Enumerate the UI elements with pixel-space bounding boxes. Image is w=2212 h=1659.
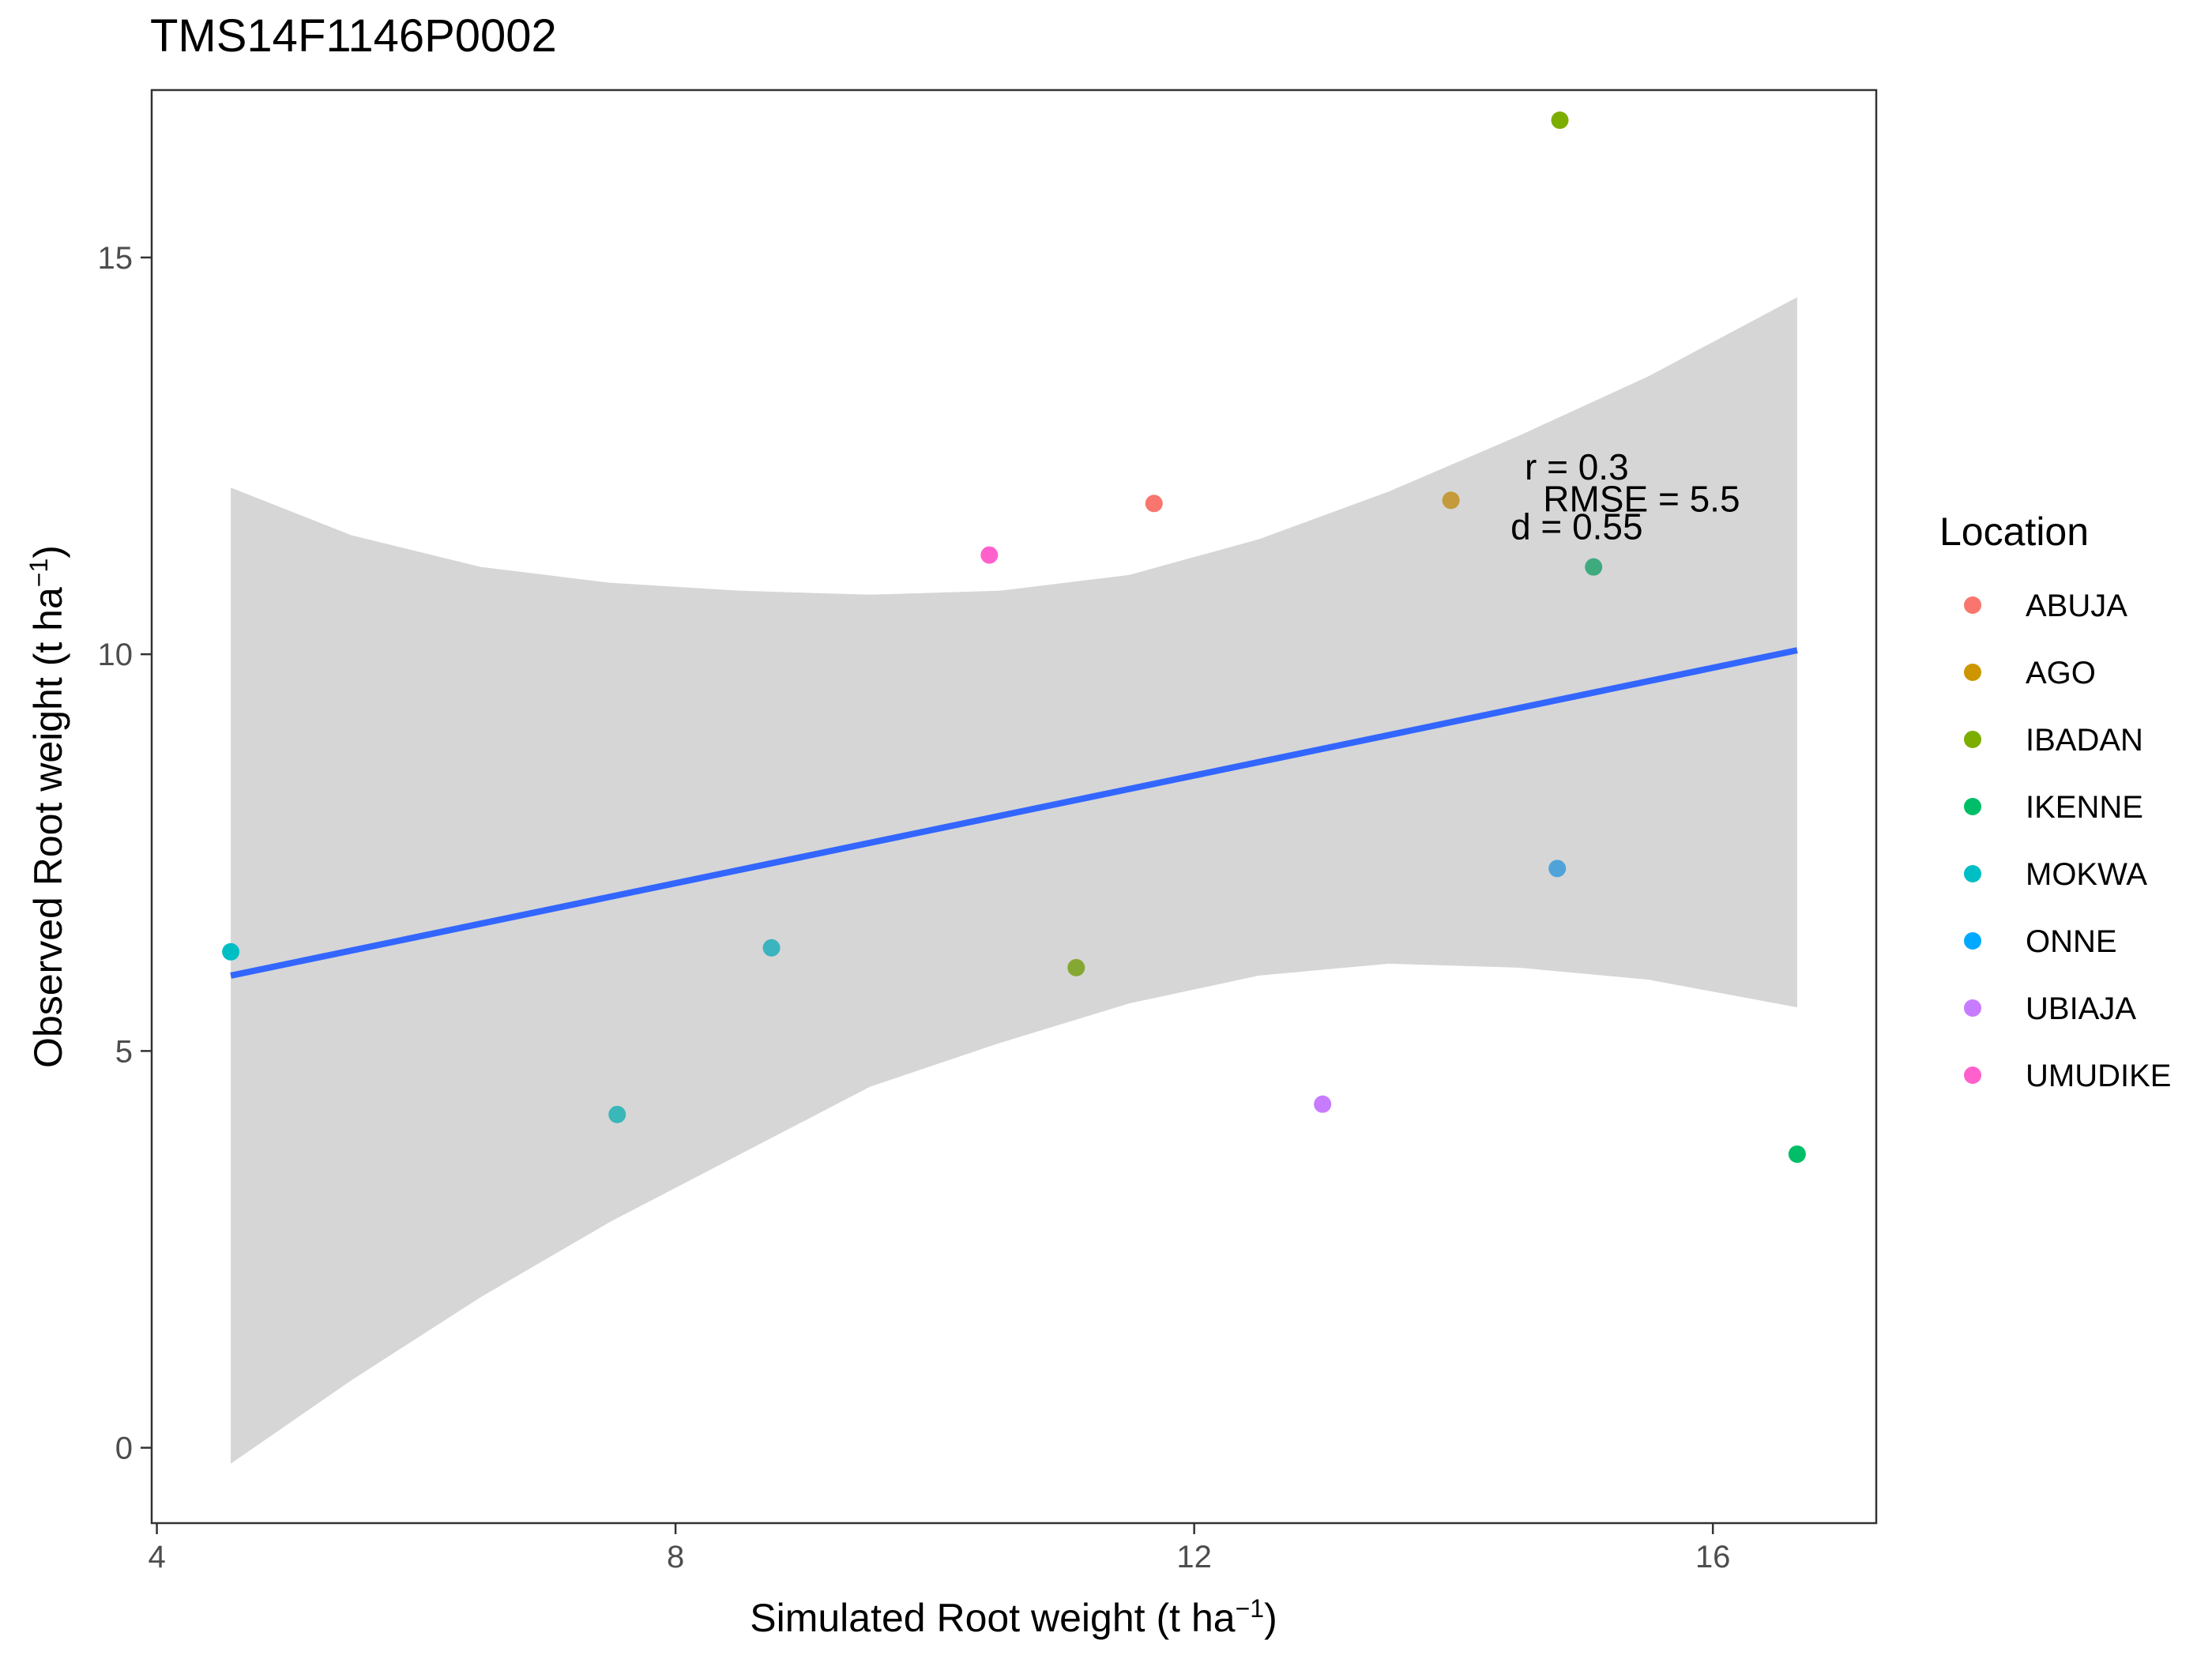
legend-key: [1964, 932, 1981, 950]
data-point: [1551, 111, 1569, 130]
x-tick-label: 12: [1176, 1540, 1212, 1574]
y-tick-label: 15: [98, 241, 134, 276]
legend-key: [1964, 731, 1981, 748]
legend-label: UMUDIKE: [2026, 1059, 2171, 1093]
legend-label: AGO: [2026, 656, 2096, 690]
legend-label: MOKWA: [2026, 857, 2147, 892]
y-axis-label: Observed Root weight (t ha−1): [24, 545, 70, 1068]
data-point: [1548, 860, 1567, 878]
x-tick-label: 16: [1695, 1540, 1731, 1574]
x-axis-label-main: Simulated Root weight: [750, 1596, 1145, 1640]
legend-label: IBADAN: [2026, 723, 2143, 758]
x-tick-label: 8: [667, 1540, 684, 1574]
legend-key: [1964, 1066, 1981, 1084]
data-point: [980, 546, 999, 564]
x-tick-label: 4: [148, 1540, 165, 1574]
plot-border: [150, 88, 1878, 1525]
regression-line: [230, 647, 1798, 979]
legend-key: [1964, 865, 1981, 882]
x-axis-label-unit-open: (t ha: [1157, 1596, 1236, 1640]
data-point: [608, 1105, 626, 1123]
data-point: [1442, 491, 1460, 510]
data-point: [1145, 495, 1163, 513]
data-point: [1067, 958, 1085, 976]
y-axis-label-unit-close: ): [26, 545, 70, 559]
x-axis-label: Simulated Root weight (t ha−1): [750, 1594, 1277, 1640]
legend-label: UBIAJA: [2026, 991, 2136, 1026]
confidence-band: [231, 297, 1797, 1464]
x-axis-label-unit-sup: −1: [1236, 1594, 1264, 1623]
stat-annotation: RMSE = 5.5: [1543, 478, 1740, 519]
y-tick-label: 0: [115, 1431, 133, 1466]
legend-key: [1964, 664, 1981, 681]
legend-key: [1964, 596, 1981, 614]
legend-label: ONNE: [2026, 924, 2117, 959]
legend-label: IKENNE: [2026, 790, 2143, 825]
legend-items: ABUJA AGO IBADAN IKENNE MOKWA ONNE UBIAJA UMUDI…: [1964, 589, 2171, 1093]
y-tick-label: 10: [98, 638, 134, 672]
legend-key: [1964, 999, 1981, 1017]
x-axis-label-unit-close: ): [1264, 1596, 1277, 1640]
data-point: [1585, 558, 1603, 576]
stat-annotation: d = 0.55: [1510, 506, 1643, 547]
data-point: [222, 942, 240, 961]
y-axis-label-unit-sup: −1: [24, 559, 53, 587]
chart-title: TMS14F1146P0002: [150, 10, 557, 62]
y-tick-label: 5: [115, 1034, 133, 1069]
data-point: [1314, 1095, 1332, 1113]
legend-key: [1964, 798, 1981, 815]
stat-annotation: r = 0.3: [1525, 446, 1629, 487]
data-point: [762, 939, 781, 957]
y-axis-label-unit-open: (t ha: [26, 587, 70, 666]
y-axis-label-main: Observed Root weight: [26, 677, 70, 1068]
axes: 4 8 12 16 0 5 10 15: [98, 241, 1731, 1574]
legend: Location ABUJA AGO IBADAN IKENNE MOKWA ONNE UB…: [1939, 510, 2171, 1093]
data-point: [1788, 1145, 1806, 1163]
legend-title: Location: [1939, 510, 2089, 554]
legend-label: ABUJA: [2026, 589, 2127, 623]
